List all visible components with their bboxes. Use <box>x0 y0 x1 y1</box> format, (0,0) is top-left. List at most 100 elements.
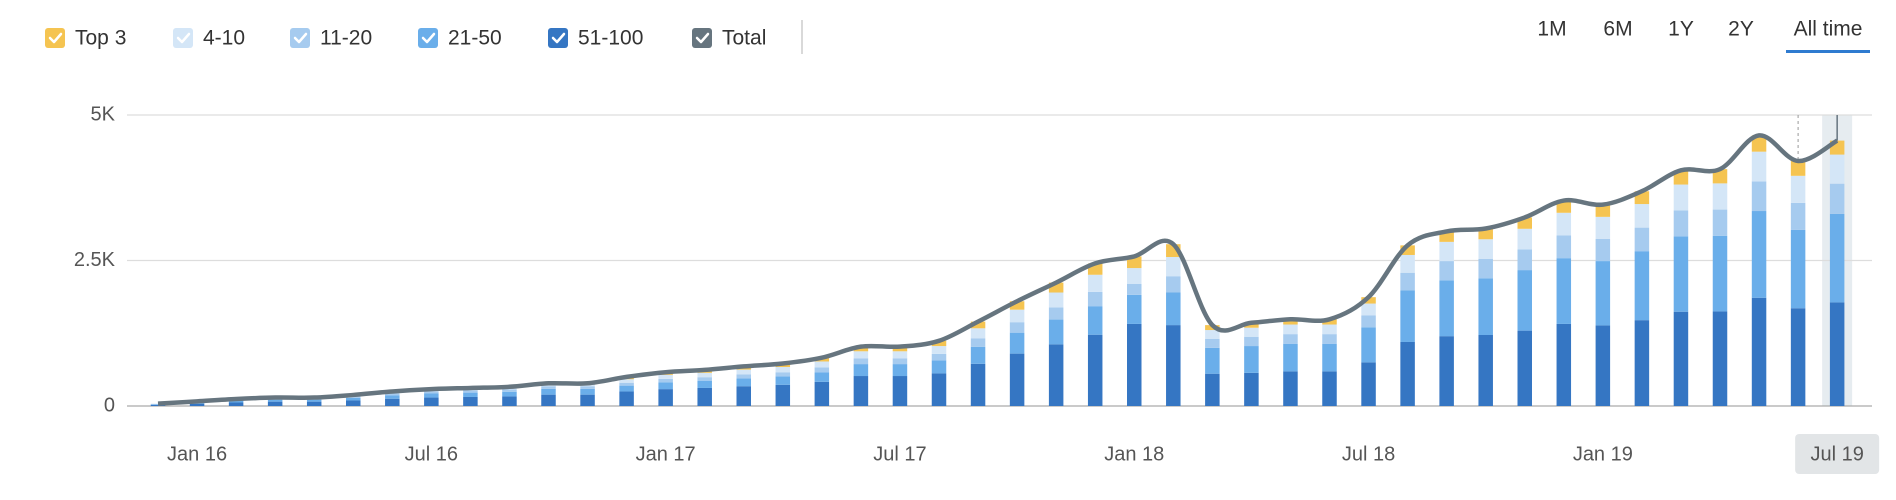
bar-segment <box>1790 202 1806 230</box>
bar-segment <box>1283 319 1298 325</box>
bar-segment <box>853 358 869 365</box>
bar-segment <box>775 367 791 373</box>
bar-segment <box>1048 344 1064 406</box>
period-underline <box>1786 50 1870 53</box>
bar-segment <box>541 394 556 406</box>
bar-segment <box>228 400 244 403</box>
bar-segment <box>1009 332 1025 354</box>
bar-segment <box>1751 297 1767 406</box>
period-button[interactable]: 1M <box>1537 18 1566 41</box>
bar-segment <box>931 340 947 347</box>
bar-segment <box>1087 263 1103 275</box>
bar-segment <box>1087 291 1103 307</box>
bar-segment <box>1595 204 1611 217</box>
bar-segment <box>1673 210 1689 237</box>
legend-label[interactable]: 51-100 <box>578 27 643 50</box>
bar-segment <box>385 395 400 399</box>
bar-segment <box>970 346 986 364</box>
bar-segment <box>1283 343 1298 372</box>
bar-segment <box>1556 323 1572 406</box>
bar-segment <box>502 391 517 397</box>
bar-segment <box>1751 211 1767 298</box>
bar-segment <box>658 382 673 390</box>
x-tick-label: Jul 17 <box>873 443 926 465</box>
bar-segment <box>1009 353 1025 406</box>
legend-label[interactable]: 21-50 <box>448 27 502 50</box>
legend-label[interactable]: 4-10 <box>203 27 245 50</box>
bar-segment <box>853 364 869 377</box>
bar-segment <box>931 360 947 374</box>
bar-segment <box>267 399 283 402</box>
bar-segment <box>736 369 751 375</box>
bar-segment <box>970 363 986 406</box>
bar-segment <box>697 377 712 381</box>
legend-label[interactable]: 11-20 <box>320 27 372 50</box>
bar-segment <box>1751 151 1767 182</box>
legend-checkbox[interactable] <box>418 28 438 48</box>
bar-segment <box>580 388 595 395</box>
x-tick-label: Jul 16 <box>405 443 458 465</box>
bar-segment <box>1322 334 1337 344</box>
bar-segment <box>1244 322 1259 328</box>
legend-checkbox[interactable] <box>290 28 310 48</box>
bar-segment <box>580 394 595 406</box>
bar-segment <box>970 321 986 329</box>
bar-segment <box>1400 245 1415 255</box>
period-button[interactable]: 2Y <box>1728 18 1754 41</box>
bar-segment <box>1634 204 1650 228</box>
legend-label[interactable]: Total <box>722 27 766 50</box>
bar-segment <box>1595 216 1611 239</box>
y-tick-label: 5K <box>91 103 116 125</box>
bar-segment <box>1244 336 1259 347</box>
legend-checkbox[interactable] <box>45 28 65 48</box>
bar-segment <box>346 400 361 406</box>
bar-segment <box>736 374 751 379</box>
bar-segment <box>1361 327 1376 363</box>
bar-segment <box>1322 343 1337 372</box>
bar-segment <box>931 373 947 406</box>
bar-segment <box>385 398 400 406</box>
period-button[interactable]: 6M <box>1603 18 1632 41</box>
bar-segment <box>463 390 478 393</box>
bar-segment <box>150 404 166 405</box>
bar-segment <box>1634 251 1650 321</box>
legend-label[interactable]: Top 3 <box>75 27 126 50</box>
bar-segment <box>1361 362 1376 406</box>
bar-segment <box>424 397 439 406</box>
legend-checkbox[interactable] <box>692 28 712 48</box>
bar-segment <box>1556 235 1572 259</box>
bar-segment <box>1205 330 1220 339</box>
period-button[interactable]: 1Y <box>1668 18 1694 41</box>
legend-checkbox[interactable] <box>548 28 568 48</box>
bar-segment <box>1478 278 1493 335</box>
x-tick-label: Jan 19 <box>1573 443 1633 465</box>
bar-segment <box>1322 319 1337 325</box>
bar-segment <box>658 378 673 383</box>
bar-segment <box>1048 282 1064 293</box>
bar-segment <box>853 346 869 352</box>
bar-segment <box>814 361 830 368</box>
bar-segment <box>1127 294 1142 324</box>
x-tick-label: Jan 18 <box>1104 443 1164 465</box>
bar-segment <box>1205 338 1220 348</box>
bar-segment <box>1439 261 1454 281</box>
bar-segment <box>736 378 751 387</box>
legend-checkbox[interactable] <box>173 28 193 48</box>
bar-segment <box>1009 309 1025 323</box>
period-button[interactable]: All time <box>1794 18 1863 41</box>
bar-segment <box>424 391 439 394</box>
bar-segment <box>1712 209 1728 236</box>
bar-segment <box>541 388 556 395</box>
bar-segment <box>1127 268 1142 284</box>
bar-segment <box>306 401 322 406</box>
bar-segment <box>1087 306 1103 335</box>
bar-segment <box>1790 229 1806 309</box>
bar-segment <box>1361 303 1376 316</box>
bar-segment <box>1361 297 1376 304</box>
bar-segment <box>1166 325 1181 406</box>
bar-segment <box>814 367 830 373</box>
bar-segment <box>1283 371 1298 406</box>
x-tick-label: Jul 19 <box>1810 443 1863 465</box>
bar-segment <box>970 328 986 339</box>
bar-segment <box>1400 341 1415 406</box>
